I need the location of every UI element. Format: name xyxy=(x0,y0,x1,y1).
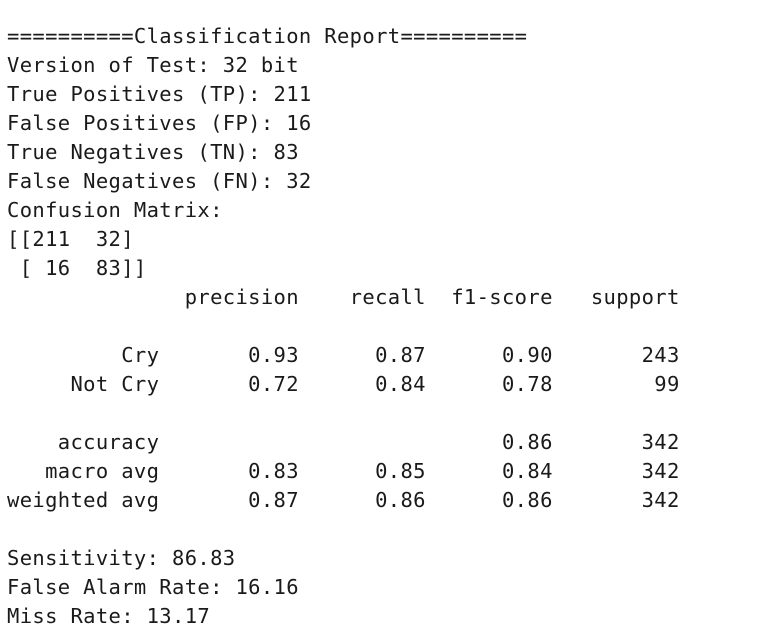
confusion-matrix-row: [[211 32] xyxy=(7,227,134,251)
version-line: Version of Test: 32 bit xyxy=(7,53,299,77)
metrics-table-header: precision recall f1-score support xyxy=(7,285,680,309)
confusion-matrix-row: [ 16 83]] xyxy=(7,256,147,280)
metrics-row-weighted-avg: weighted avg 0.87 0.86 0.86 342 xyxy=(7,488,680,512)
false-negatives-line: False Negatives (FN): 32 xyxy=(7,169,312,193)
miss-rate-line: Miss Rate: 13.17 xyxy=(7,604,211,628)
true-positives-line: True Positives (TP): 211 xyxy=(7,82,312,106)
blank-line xyxy=(7,515,680,544)
blank-line xyxy=(7,399,680,428)
confusion-matrix-label: Confusion Matrix: xyxy=(7,198,223,222)
metrics-row-accuracy: accuracy 0.86 342 xyxy=(7,430,680,454)
metrics-row-not-cry: Not Cry 0.72 0.84 0.78 99 xyxy=(7,372,680,396)
sensitivity-line: Sensitivity: 86.83 xyxy=(7,546,236,570)
metrics-row-macro-avg: macro avg 0.83 0.85 0.84 342 xyxy=(7,459,680,483)
report-header: ==========Classification Report=========… xyxy=(7,24,528,48)
true-negatives-line: True Negatives (TN): 83 xyxy=(7,140,299,164)
false-positives-line: False Positives (FP): 16 xyxy=(7,111,312,135)
false-alarm-rate-line: False Alarm Rate: 16.16 xyxy=(7,575,299,599)
metrics-row-cry: Cry 0.93 0.87 0.90 243 xyxy=(7,343,680,367)
blank-line xyxy=(7,312,680,341)
classification-report-output: ==========Classification Report=========… xyxy=(7,22,680,631)
